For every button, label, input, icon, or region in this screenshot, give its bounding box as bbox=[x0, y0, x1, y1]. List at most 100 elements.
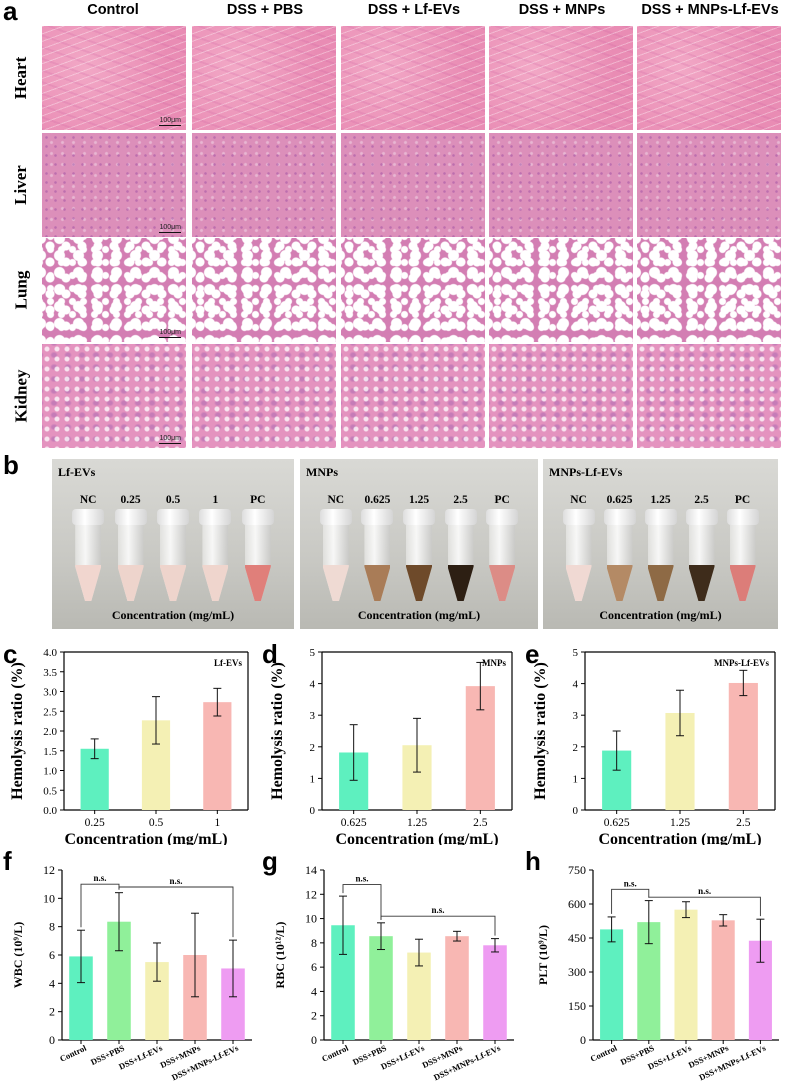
significance-label: n.s. bbox=[355, 874, 368, 884]
bar bbox=[728, 682, 758, 810]
y-tick-label: 12 bbox=[43, 863, 55, 877]
significance-bracket bbox=[80, 883, 120, 928]
histology-image-heart-control: 100μm bbox=[42, 26, 186, 130]
x-tick-label: 0.625 bbox=[341, 817, 367, 829]
row-header-liver: Liver bbox=[11, 165, 30, 205]
bar bbox=[145, 962, 169, 1040]
y-tick-label: 10 bbox=[43, 891, 55, 905]
tube-label: 1.25 bbox=[408, 494, 430, 506]
bar bbox=[221, 968, 245, 1040]
significance-label: n.s. bbox=[169, 876, 182, 886]
column-header-dss-pbs: DSS + PBS bbox=[226, 2, 304, 18]
tube-label: 0.625 bbox=[364, 494, 391, 506]
y-tick-label: 150 bbox=[568, 999, 586, 1013]
y-tick-label: 3.5 bbox=[43, 667, 57, 679]
y-axis-label: Hemolysis ratio (%) bbox=[532, 662, 549, 800]
tube-label: 0.625 bbox=[606, 494, 633, 506]
histology-image-heart-dss-lf-evs bbox=[341, 26, 485, 130]
y-tick-label: 1.0 bbox=[43, 766, 57, 778]
significance-bracket bbox=[118, 886, 234, 938]
y-axis-label: WBC (10⁹/L) bbox=[11, 922, 25, 989]
significance-label: n.s. bbox=[431, 905, 444, 915]
sample-tube bbox=[685, 509, 718, 601]
column-header-control: Control bbox=[87, 2, 139, 18]
x-tick-label: 1.25 bbox=[670, 817, 690, 829]
y-tick-label: 450 bbox=[568, 931, 586, 945]
tube-label: PC bbox=[734, 494, 751, 506]
x-tick-label: DSS+MNPs-Lf-EVs bbox=[170, 1042, 240, 1082]
tube-label: 2.5 bbox=[453, 494, 468, 506]
y-tick-label: 750 bbox=[568, 863, 586, 877]
chart-title: MNPs bbox=[482, 658, 506, 668]
panel-label-a: a bbox=[3, 0, 18, 26]
x-tick-label: Control bbox=[320, 1042, 350, 1063]
histology-image-kidney-dss-pbs bbox=[192, 344, 336, 448]
y-tick-label: 5 bbox=[573, 647, 579, 659]
bar bbox=[369, 936, 393, 1040]
x-tick-label: 1 bbox=[214, 817, 220, 829]
y-tick-label: 0.5 bbox=[43, 785, 57, 797]
tube-label: NC bbox=[570, 494, 587, 506]
x-tick-label: DSS+MNPs-Lf-EVs bbox=[697, 1042, 767, 1082]
panel-label-c: c bbox=[3, 639, 18, 669]
x-axis-label: Concentration (mg/mL) bbox=[64, 831, 227, 845]
y-tick-label: 4.0 bbox=[43, 647, 57, 659]
y-tick-label: 6 bbox=[49, 948, 55, 962]
photo-xlabel: Concentration (mg/mL) bbox=[357, 608, 481, 622]
panel-label-h: h bbox=[525, 846, 541, 876]
photo-title: MNPs-Lf-EVs bbox=[549, 465, 623, 479]
y-tick-label: 2 bbox=[573, 742, 579, 754]
y-axis-label: Hemolysis ratio (%) bbox=[9, 662, 26, 800]
sample-tube bbox=[562, 509, 595, 601]
tube-label: NC bbox=[79, 494, 97, 506]
bar bbox=[183, 955, 207, 1040]
panel-label-g: g bbox=[262, 846, 278, 876]
significance-bracket bbox=[611, 888, 650, 914]
bar bbox=[445, 936, 469, 1040]
histology-image-kidney-dss-mnps-lf-evs bbox=[637, 344, 781, 448]
y-tick-label: 1 bbox=[573, 773, 579, 785]
photo-title: Lf-EVs bbox=[58, 465, 96, 479]
column-header-dss-lf-evs: DSS + Lf-EVs bbox=[367, 2, 461, 18]
y-tick-label: 4 bbox=[310, 679, 316, 691]
sample-tube bbox=[403, 509, 435, 601]
sample-tube bbox=[114, 509, 147, 601]
histology-image-liver-control: 100μm bbox=[42, 133, 186, 237]
significance-bracket bbox=[380, 915, 496, 936]
histology-image-lung-dss-mnps bbox=[489, 238, 633, 342]
significance-label: n.s. bbox=[93, 873, 106, 883]
histology-image-kidney-dss-lf-evs bbox=[341, 344, 485, 448]
histology-image-lung-dss-pbs bbox=[192, 238, 336, 342]
y-tick-label: 3.0 bbox=[43, 687, 57, 699]
tube-label: 0.5 bbox=[165, 494, 181, 506]
histology-image-liver-dss-pbs bbox=[192, 133, 336, 237]
scale-bar: 100μm bbox=[159, 435, 181, 444]
x-tick-label: 2.5 bbox=[736, 817, 751, 829]
histology-image-heart-dss-mnps bbox=[489, 26, 633, 130]
y-tick-label: 0 bbox=[310, 805, 316, 817]
histology-image-kidney-control: 100μm bbox=[42, 344, 186, 448]
x-tick-label: DSS+Lf-EVs bbox=[379, 1042, 426, 1071]
x-axis-label: Concentration (mg/mL) bbox=[335, 831, 498, 845]
bar bbox=[203, 702, 232, 810]
x-tick-label: Control bbox=[58, 1042, 88, 1063]
panel-label-d: d bbox=[262, 639, 278, 669]
histology-image-liver-dss-lf-evs bbox=[341, 133, 485, 237]
y-tick-label: 600 bbox=[568, 897, 586, 911]
scale-bar: 100μm bbox=[159, 224, 181, 233]
y-tick-label: 10 bbox=[305, 912, 317, 926]
y-tick-label: 2 bbox=[310, 742, 316, 754]
sample-tube bbox=[726, 509, 759, 601]
panel-label-f: f bbox=[3, 846, 12, 876]
x-axis-label: Concentration (mg/mL) bbox=[598, 831, 761, 845]
row-header-heart: Heart bbox=[11, 56, 31, 100]
x-tick-label: 2.5 bbox=[473, 817, 488, 829]
y-tick-label: 2 bbox=[311, 1009, 317, 1023]
scale-bar: 100μm bbox=[159, 329, 181, 338]
histology-image-heart-dss-mnps-lf-evs bbox=[637, 26, 781, 130]
histology-image-lung-dss-mnps-lf-evs bbox=[637, 238, 781, 342]
sample-tube bbox=[157, 509, 189, 601]
